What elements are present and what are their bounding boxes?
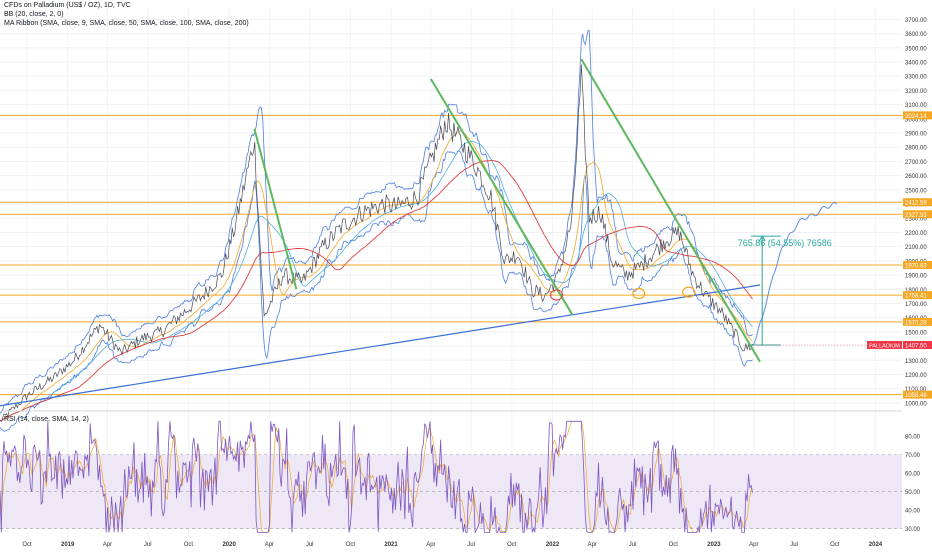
y-tick-label: 2100.00 xyxy=(905,245,927,251)
chart-title: CFDs on Palladium (US$ / OZ), 1D, TVC xyxy=(4,2,131,9)
price-name-label: PALLADIUM xyxy=(869,344,900,350)
rsi-y-tick-label: 30.00 xyxy=(905,527,921,533)
y-tick-label: 1100.00 xyxy=(905,387,927,393)
bb-legend: BB (20, close, 2, 0) xyxy=(4,11,64,18)
x-tick-label: 2020 xyxy=(222,542,236,548)
x-tick-label: Apr xyxy=(103,542,112,548)
x-tick-label: 2024 xyxy=(869,542,883,548)
bb-lower-line xyxy=(0,150,753,432)
x-tick-label: Oct xyxy=(830,542,840,548)
y-tick-label: 1900.00 xyxy=(905,274,927,280)
rsi-y-tick-label: 80.00 xyxy=(905,435,921,441)
y-tick-label: 1200.00 xyxy=(905,373,927,379)
x-tick-label: Oct xyxy=(507,542,517,548)
y-tick-label: 3100.00 xyxy=(905,103,927,109)
x-tick-label: Oct xyxy=(346,542,356,548)
highlight-circle xyxy=(550,289,564,301)
level-badge xyxy=(903,390,932,399)
x-tick-label: Jul xyxy=(790,542,798,548)
rsi-y-tick-label: 50.00 xyxy=(905,490,921,496)
y-tick-label: 3500.00 xyxy=(905,46,927,52)
y-tick-label: 1800.00 xyxy=(905,288,927,294)
ma-100-line xyxy=(0,140,753,422)
level-label: 2412.59 xyxy=(905,201,927,207)
x-tick-label: Oct xyxy=(669,542,679,548)
x-tick-label: Apr xyxy=(426,542,435,548)
level-badge xyxy=(903,260,932,269)
level-badge xyxy=(903,291,932,300)
x-tick-label: 2019 xyxy=(61,542,75,548)
ma-ribbon-legend: MA Ribbon (SMA, close, 9, SMA, close, 50… xyxy=(4,20,249,27)
level-badge xyxy=(903,317,932,326)
y-tick-label: 1500.00 xyxy=(905,330,927,336)
y-tick-label: 2800.00 xyxy=(905,146,927,152)
level-badge xyxy=(903,111,932,120)
y-tick-label: 1300.00 xyxy=(905,359,927,365)
x-tick-label: 2023 xyxy=(707,542,721,548)
rsi-legend: RSI (14, close, SMA, 14, 2) xyxy=(4,416,89,423)
x-tick-label: Oct xyxy=(22,542,32,548)
y-tick-label: 2900.00 xyxy=(905,132,927,138)
x-tick-label: Jul xyxy=(629,542,637,548)
level-badge xyxy=(903,210,932,219)
level-label: 1970.83 xyxy=(905,263,927,269)
y-tick-label: 3400.00 xyxy=(905,60,927,66)
highlight-circle xyxy=(682,286,696,298)
projection-path xyxy=(752,202,837,346)
y-tick-label: 2700.00 xyxy=(905,160,927,166)
bb-upper-line xyxy=(0,29,753,414)
y-tick-label: 2600.00 xyxy=(905,174,927,180)
x-tick-label: Apr xyxy=(588,542,597,548)
y-tick-label: 2300.00 xyxy=(905,217,927,223)
price-value-badge xyxy=(903,341,932,350)
x-tick-label: 2021 xyxy=(384,542,398,548)
rsi-y-tick-label: 40.00 xyxy=(905,509,921,515)
highlight-circle xyxy=(632,287,646,300)
x-tick-label: Jul xyxy=(467,542,475,548)
y-tick-label: 3300.00 xyxy=(905,75,927,81)
rsi-line xyxy=(0,420,753,534)
level-label: 1570.28 xyxy=(905,320,927,326)
resistance-trendline-2020[interactable] xyxy=(253,128,298,290)
level-label: 1058.48 xyxy=(905,393,927,399)
ma-50-line xyxy=(0,130,753,422)
x-tick-label: 2022 xyxy=(546,542,560,548)
price-value-label: 1407.50 xyxy=(905,344,927,350)
resistance-trendline-2022[interactable] xyxy=(580,58,761,363)
y-tick-label: 2200.00 xyxy=(905,231,927,237)
support-trendline[interactable] xyxy=(0,284,761,407)
x-tick-label: Apr xyxy=(749,542,758,548)
resistance-trendline-2021[interactable] xyxy=(430,78,574,316)
price-name-badge xyxy=(867,341,902,350)
level-badge xyxy=(903,198,932,207)
x-tick-label: Jul xyxy=(306,542,314,548)
x-tick-label: Oct xyxy=(184,542,194,548)
y-tick-label: 1000.00 xyxy=(905,401,927,407)
y-tick-label: 2500.00 xyxy=(905,188,927,194)
y-tick-label: 3200.00 xyxy=(905,89,927,95)
level-label: 1758.41 xyxy=(905,294,927,300)
x-tick-label: Jul xyxy=(144,542,152,548)
rsi-y-tick-label: 60.00 xyxy=(905,472,921,478)
measure-label: 765.86 (54.55%) 76586 xyxy=(738,238,832,248)
y-tick-label: 3700.00 xyxy=(905,18,927,24)
y-tick-label: 3600.00 xyxy=(905,32,927,38)
level-label: 2327.93 xyxy=(905,213,927,219)
ma-200-line xyxy=(0,159,753,422)
y-tick-label: 3000.00 xyxy=(905,117,927,123)
level-label: 3024.14 xyxy=(905,114,927,120)
y-tick-label: 1700.00 xyxy=(905,302,927,308)
rsi-y-tick-label: 70.00 xyxy=(905,453,921,459)
x-tick-label: Apr xyxy=(265,542,274,548)
price-series-line xyxy=(0,64,753,423)
